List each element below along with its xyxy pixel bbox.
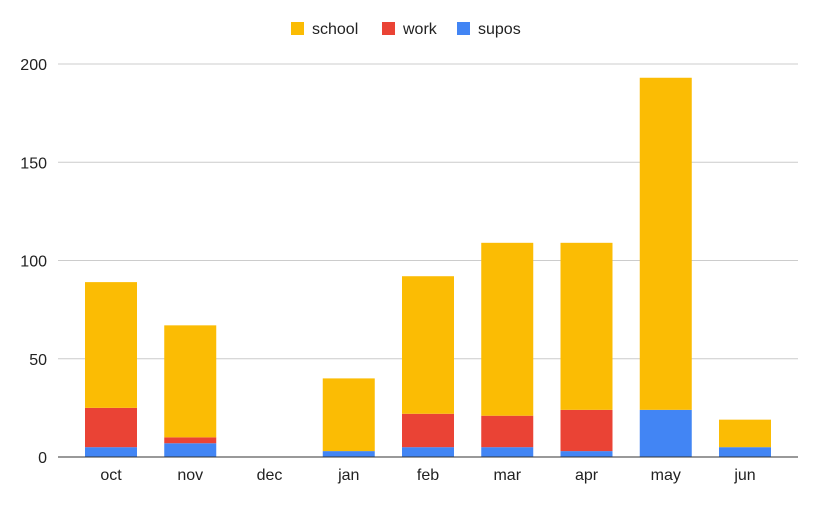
y-tick-label: 150	[20, 155, 47, 172]
bar-work-nov	[164, 437, 217, 444]
bar-school-jun	[719, 419, 771, 448]
bar-work-feb	[402, 413, 454, 448]
x-axis-ticks: oct nov dec jan feb mar apr may jun	[100, 467, 755, 484]
legend-label-work: work	[402, 21, 438, 38]
bar-school-jan	[322, 378, 375, 452]
bar-supos-jan	[322, 451, 375, 457]
x-tick-label: jun	[733, 467, 755, 484]
bar-supos-apr	[560, 451, 613, 457]
bar-work-oct	[85, 407, 137, 448]
x-tick-label: apr	[575, 467, 599, 484]
bar-supos-feb	[402, 447, 454, 457]
y-tick-label: 100	[20, 254, 47, 271]
legend-label-school: school	[312, 21, 358, 38]
bar-school-nov	[164, 325, 217, 438]
legend-label-supos: supos	[478, 21, 521, 38]
bar-school-feb	[402, 276, 454, 414]
bar-work-mar	[481, 415, 534, 448]
bar-supos-jun	[719, 447, 771, 457]
x-tick-label: nov	[177, 467, 203, 484]
y-tick-label: 200	[20, 57, 47, 74]
bar-school-may	[639, 77, 692, 410]
y-tick-label: 50	[29, 352, 47, 369]
x-tick-label: feb	[417, 467, 439, 484]
legend-swatch-school	[291, 22, 304, 35]
y-tick-label: 0	[38, 450, 47, 467]
bar-supos-oct	[85, 447, 137, 457]
legend: school work supos	[291, 21, 521, 38]
legend-swatch-work	[382, 22, 395, 35]
x-tick-label: oct	[100, 467, 122, 484]
y-axis-ticks: 0 50 100 150 200	[20, 57, 47, 467]
x-tick-label: jan	[337, 467, 359, 484]
bar-school-apr	[560, 242, 613, 410]
bars	[85, 77, 771, 457]
legend-swatch-supos	[457, 22, 470, 35]
bar-work-apr	[560, 409, 613, 452]
bar-school-oct	[85, 282, 137, 408]
x-tick-label: mar	[493, 467, 521, 484]
bar-school-mar	[481, 242, 534, 416]
bar-supos-may	[639, 409, 692, 457]
x-tick-label: may	[651, 467, 681, 484]
bar-supos-nov	[164, 443, 217, 457]
x-tick-label: dec	[257, 467, 283, 484]
bar-supos-mar	[481, 447, 534, 457]
